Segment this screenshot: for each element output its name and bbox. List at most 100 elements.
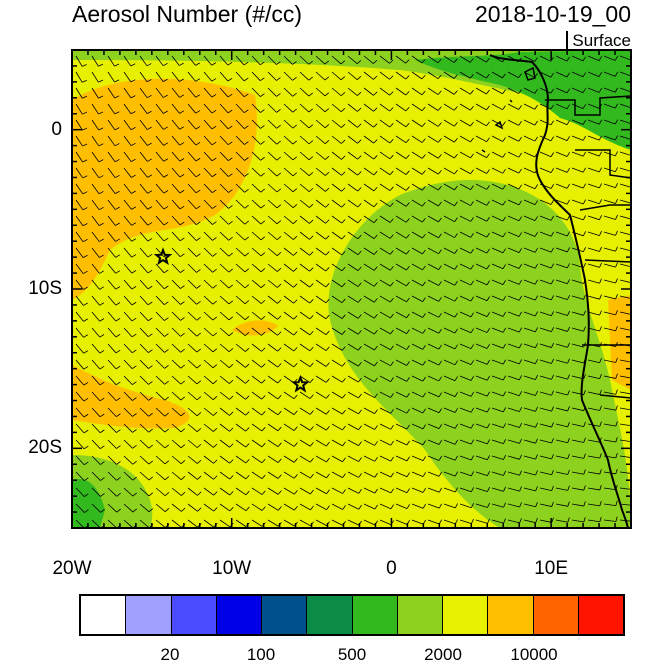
wind-barb	[491, 519, 504, 524]
wind-barb	[587, 407, 600, 411]
wind-barb-flag	[341, 155, 346, 160]
wind-barb-flag	[261, 299, 266, 304]
high-aerosol-region-north	[72, 78, 257, 300]
wind-barb-flag	[486, 248, 490, 254]
wind-barb-flag	[84, 493, 89, 497]
wind-barb-flag	[99, 381, 105, 386]
wind-barb	[539, 439, 552, 444]
wind-barb-flag	[357, 330, 362, 335]
wind-barb-flag	[599, 373, 602, 379]
wind-barb-flag	[196, 253, 201, 257]
wind-barb-flag	[615, 167, 618, 172]
wind-barb	[379, 327, 391, 335]
wind-barb-flag	[309, 346, 314, 352]
wind-barb	[107, 279, 116, 290]
wind-barb-flag	[438, 297, 442, 302]
wind-barb-flag	[276, 61, 281, 65]
wind-barb	[347, 55, 358, 65]
wind-barb	[587, 71, 600, 77]
wind-barb	[75, 407, 85, 418]
wind-barb	[235, 439, 246, 448]
wind-barb	[107, 311, 117, 322]
wind-barb	[171, 263, 181, 273]
wind-barb-flag	[551, 374, 554, 380]
wind-barb-flag	[373, 107, 378, 112]
wind-barb	[139, 247, 149, 258]
colorbar-swatch	[578, 596, 623, 634]
wind-barb-flag	[406, 488, 410, 493]
wind-barb-flag	[325, 410, 330, 415]
wind-barb-flag	[551, 406, 554, 412]
wind-barb-flag	[148, 412, 153, 417]
wind-barb-flag	[438, 281, 442, 286]
wind-barb	[603, 71, 616, 77]
wind-barb-flag	[99, 397, 105, 402]
wind-barb-flag	[276, 236, 282, 241]
wind-barb	[299, 439, 311, 447]
wind-barb	[539, 455, 552, 460]
wind-barb-flag	[324, 124, 330, 129]
wind-barb-flag	[229, 427, 234, 432]
wind-barb	[587, 391, 600, 395]
wind-barb	[491, 263, 504, 270]
wind-barb-flag	[324, 76, 330, 81]
wind-barb	[155, 343, 165, 353]
wind-barb-flag	[470, 375, 474, 381]
wind-barb-flag	[229, 395, 234, 400]
wind-barb-flag	[405, 170, 410, 175]
wind-barb	[491, 343, 504, 349]
wind-barb-flag	[227, 93, 233, 98]
wind-barb-flag	[373, 202, 378, 208]
wind-barb-flag	[390, 424, 394, 430]
wind-barb-flag	[179, 221, 185, 226]
wind-barb-flag	[164, 428, 169, 433]
wind-barb-flag	[131, 206, 136, 210]
wind-barb	[459, 135, 471, 143]
wind-barb-flag	[293, 251, 298, 256]
wind-barb-flag	[615, 500, 618, 506]
wind-barb	[315, 135, 326, 144]
wind-barb-flag	[358, 361, 362, 367]
wind-barb-flag	[598, 151, 602, 157]
wind-barb	[443, 439, 456, 445]
wind-barb	[315, 103, 326, 113]
wind-barb	[411, 87, 423, 96]
wind-barb-flag	[357, 139, 362, 144]
wind-barb-flag	[292, 204, 298, 209]
wind-barb-flag	[406, 424, 410, 430]
wind-barb-flag	[390, 393, 394, 398]
wind-barb-flag	[341, 330, 346, 335]
wind-barb	[347, 295, 359, 303]
wind-barb	[363, 279, 375, 287]
wind-barb	[251, 199, 262, 209]
wind-barb	[571, 71, 584, 78]
wind-barb	[395, 263, 407, 271]
wind-barb	[171, 87, 180, 98]
wind-barb-flag	[245, 395, 250, 400]
wind-barb	[539, 423, 552, 428]
wind-barb	[395, 295, 407, 303]
wind-barb	[395, 119, 407, 128]
wind-barb-flag	[261, 347, 266, 352]
wind-barb	[155, 471, 166, 481]
wind-barb-flag	[405, 138, 410, 143]
wind-barb	[171, 279, 181, 289]
wind-barb-flag	[115, 254, 121, 258]
wind-barb	[123, 247, 133, 258]
wind-barb	[219, 407, 230, 416]
wind-barb	[299, 455, 311, 463]
wind-barb	[539, 359, 552, 364]
wind-barb	[267, 231, 278, 241]
wind-barb	[155, 135, 164, 146]
wind-barb-flag	[146, 63, 152, 67]
wind-barb	[443, 359, 456, 366]
wind-barb-flag	[454, 217, 458, 222]
wind-barb	[187, 71, 196, 82]
wind-barb	[427, 167, 439, 175]
wind-barb-flag	[196, 428, 202, 433]
wind-barb-flag	[599, 294, 602, 300]
wind-barb-flag	[454, 185, 458, 191]
wind-barb	[427, 311, 439, 318]
wind-barb	[603, 327, 616, 332]
wind-barb-flag	[356, 75, 362, 80]
